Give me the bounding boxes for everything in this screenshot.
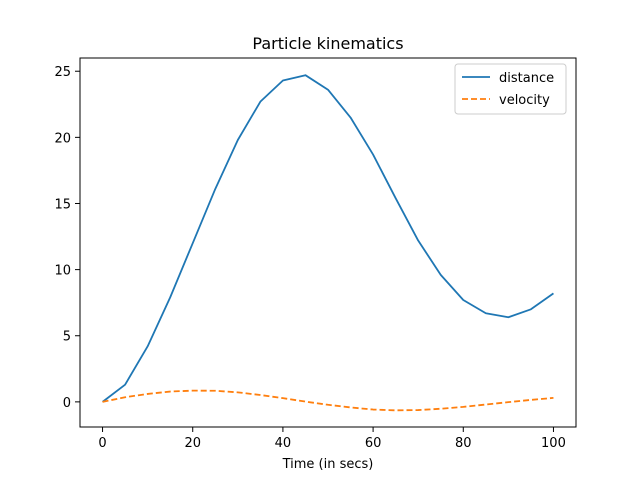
y-tick-label: 15 <box>54 197 71 212</box>
y-tick-label: 10 <box>54 264 71 279</box>
legend-label-distance: distance <box>499 71 554 86</box>
x-axis-label: Time (in secs) <box>282 457 374 472</box>
legend-label-velocity: velocity <box>499 93 550 108</box>
y-tick-label: 25 <box>54 65 71 80</box>
y-tick-label: 20 <box>54 131 71 146</box>
x-tick-label: 100 <box>541 436 566 451</box>
x-tick-label: 60 <box>365 436 382 451</box>
axes-frame <box>79 57 577 428</box>
series-line-distance <box>102 74 554 403</box>
series-line-velocity <box>102 389 554 412</box>
x-tick-label: 40 <box>275 436 292 451</box>
chart-title: Particle kinematics <box>252 34 403 53</box>
x-tick-label: 20 <box>184 436 201 451</box>
y-tick-label: 0 <box>63 396 71 411</box>
x-tick-label: 80 <box>455 436 472 451</box>
plot-area: 0 20 40 60 80 100 0 5 10 15 20 25 distance velocity <box>54 57 577 451</box>
y-tick-label: 5 <box>63 330 71 345</box>
x-tick-label: 0 <box>98 436 106 451</box>
